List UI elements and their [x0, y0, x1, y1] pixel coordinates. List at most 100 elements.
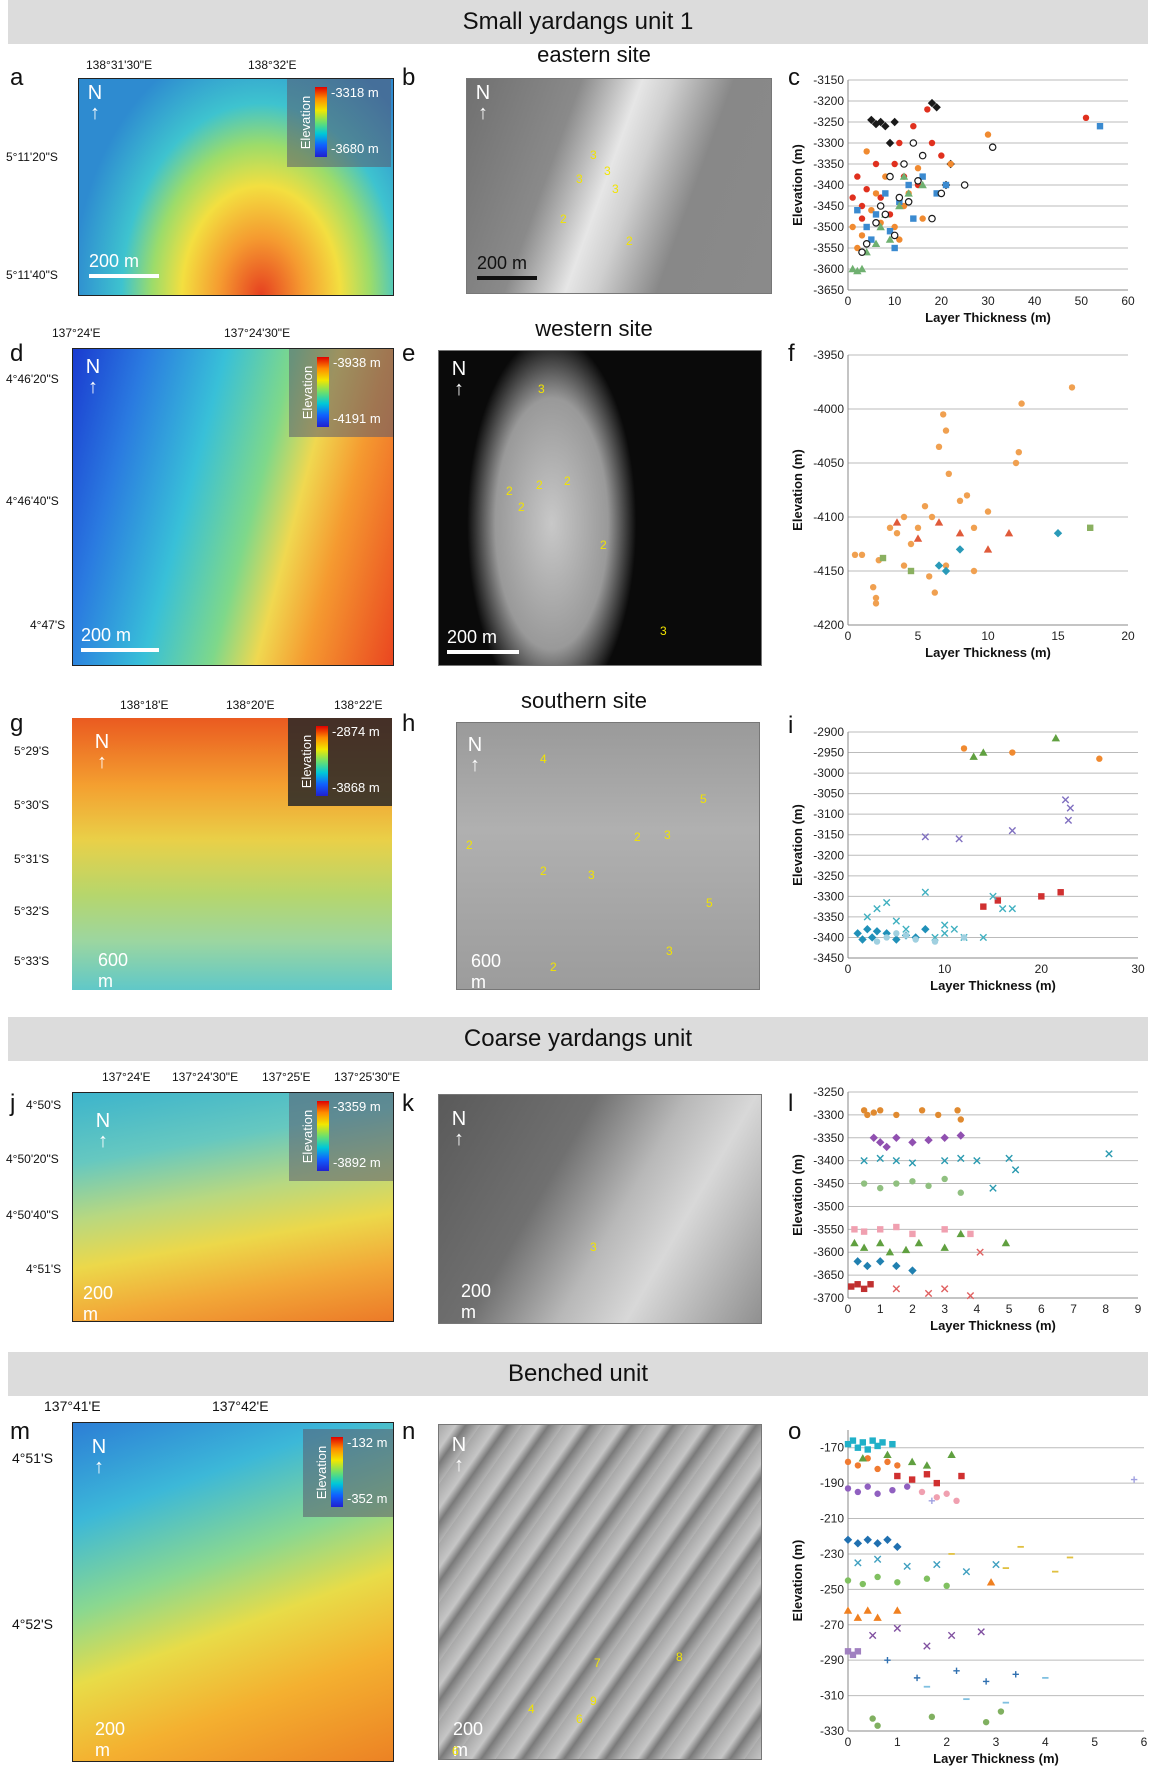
lon-label: 137°24'E — [52, 326, 101, 340]
data-point — [933, 1479, 940, 1487]
layer-thickness-label: 3 — [576, 172, 583, 186]
lat-label: 4°50'40"S — [6, 1208, 59, 1222]
data-point — [881, 210, 890, 219]
data-point — [896, 198, 903, 205]
data-point — [933, 1560, 941, 1569]
satellite-image-b: N ↑ 200 m — [466, 78, 772, 294]
scale-bar: 200 m — [89, 251, 159, 278]
data-point — [1096, 755, 1103, 762]
data-point — [928, 139, 936, 147]
data-point — [892, 1261, 901, 1271]
lon-label: 137°24'E — [102, 1070, 151, 1084]
data-point — [935, 1111, 942, 1119]
data-point — [912, 936, 919, 943]
elevation-legend-title: Elevation — [314, 1445, 330, 1500]
data-point — [934, 518, 944, 526]
y-tick-label: -3700 — [813, 1291, 844, 1305]
y-tick-label: -3000 — [813, 766, 844, 780]
data-point — [1068, 384, 1076, 391]
data-point — [910, 215, 917, 222]
x-tick-label: 0 — [845, 629, 852, 643]
scale-bar: 200 m — [477, 253, 537, 280]
data-point — [843, 1535, 853, 1544]
y-tick-label: -3350 — [813, 157, 844, 171]
layer-thickness-label: 8 — [676, 1650, 683, 1664]
y-tick-label: -3150 — [813, 73, 844, 87]
satellite-image-e: N ↑ 200 m — [438, 350, 762, 666]
data-point — [869, 1715, 876, 1722]
data-point — [921, 925, 930, 934]
data-point — [895, 201, 904, 210]
layer-thickness-label: 9 — [590, 1694, 597, 1708]
data-point — [963, 492, 971, 499]
north-arrow-icon: N ↑ — [87, 82, 103, 124]
data-point — [873, 904, 881, 913]
lat-label: 4°50'20"S — [6, 1152, 59, 1166]
data-point — [899, 172, 909, 180]
x-tick-label: 0 — [845, 294, 852, 308]
data-point — [989, 892, 997, 901]
layer-thickness-label: 2 — [536, 478, 543, 492]
layer-thickness-label: 2 — [466, 838, 473, 852]
data-point — [1009, 749, 1016, 756]
data-point — [956, 1131, 965, 1140]
data-point — [858, 248, 866, 257]
y-tick-label: -4200 — [813, 618, 844, 632]
data-point — [1004, 529, 1014, 537]
y-tick-label: -3500 — [813, 1199, 844, 1213]
data-point — [853, 1257, 862, 1266]
x-tick-label: 0 — [845, 1735, 852, 1749]
data-point — [1051, 733, 1061, 742]
y-tick-label: -4000 — [813, 402, 844, 416]
x-tick-label: 5 — [915, 629, 922, 643]
data-point — [923, 1575, 931, 1582]
data-point — [1087, 524, 1094, 531]
lat-label: 5°11'40"S — [6, 268, 58, 282]
data-point — [1011, 1166, 1020, 1174]
data-point — [937, 189, 946, 198]
data-point — [858, 1454, 867, 1462]
data-point — [876, 1138, 885, 1147]
lon-label: 137°24'30"E — [172, 1070, 239, 1084]
data-point — [910, 123, 917, 130]
data-point — [886, 172, 894, 181]
elevation-min: -352 m — [347, 1491, 388, 1506]
data-point — [955, 529, 965, 537]
lat-label: 5°11'20"S — [6, 150, 58, 164]
data-point — [924, 1289, 933, 1298]
layer-thickness-label: 3 — [612, 182, 619, 196]
data-point — [908, 1138, 917, 1147]
panel-letter-i: i — [788, 712, 794, 739]
elevation-colorbar — [317, 1101, 329, 1171]
y-axis-label: Elevation (m) — [790, 144, 805, 226]
section-banner-coarse-yardangs: Coarse yardangs unit — [8, 1017, 1148, 1061]
layer-thickness-label: 3 — [660, 624, 667, 638]
x-tick-label: 4 — [1042, 1735, 1049, 1749]
data-point — [967, 1230, 974, 1238]
x-axis-label: Layer Thickness (m) — [925, 310, 1051, 325]
data-point — [1057, 889, 1064, 896]
layer-thickness-label: 2 — [540, 864, 547, 878]
data-point — [928, 513, 936, 521]
data-point — [876, 202, 885, 210]
data-point — [860, 1107, 868, 1114]
north-arrow-icon: N ↑ — [475, 82, 491, 124]
data-point — [854, 1281, 861, 1288]
data-point — [984, 508, 992, 515]
data-point — [860, 1180, 868, 1187]
y-tick-label: -3600 — [813, 262, 844, 276]
data-point — [960, 181, 969, 189]
data-point — [892, 1285, 901, 1293]
data-point — [879, 554, 887, 562]
data-point — [893, 1223, 900, 1231]
data-point — [879, 1439, 886, 1446]
site-title-southern: southern site — [521, 688, 647, 713]
layer-thickness-label: 4 — [528, 1702, 535, 1716]
elevation-min: -3680 m — [331, 141, 379, 156]
layer-thickness-label: 6 — [576, 1712, 583, 1726]
data-point — [942, 562, 950, 569]
data-point — [940, 1156, 949, 1165]
data-point — [894, 1462, 901, 1469]
data-point — [919, 173, 926, 180]
data-point — [901, 1245, 911, 1254]
